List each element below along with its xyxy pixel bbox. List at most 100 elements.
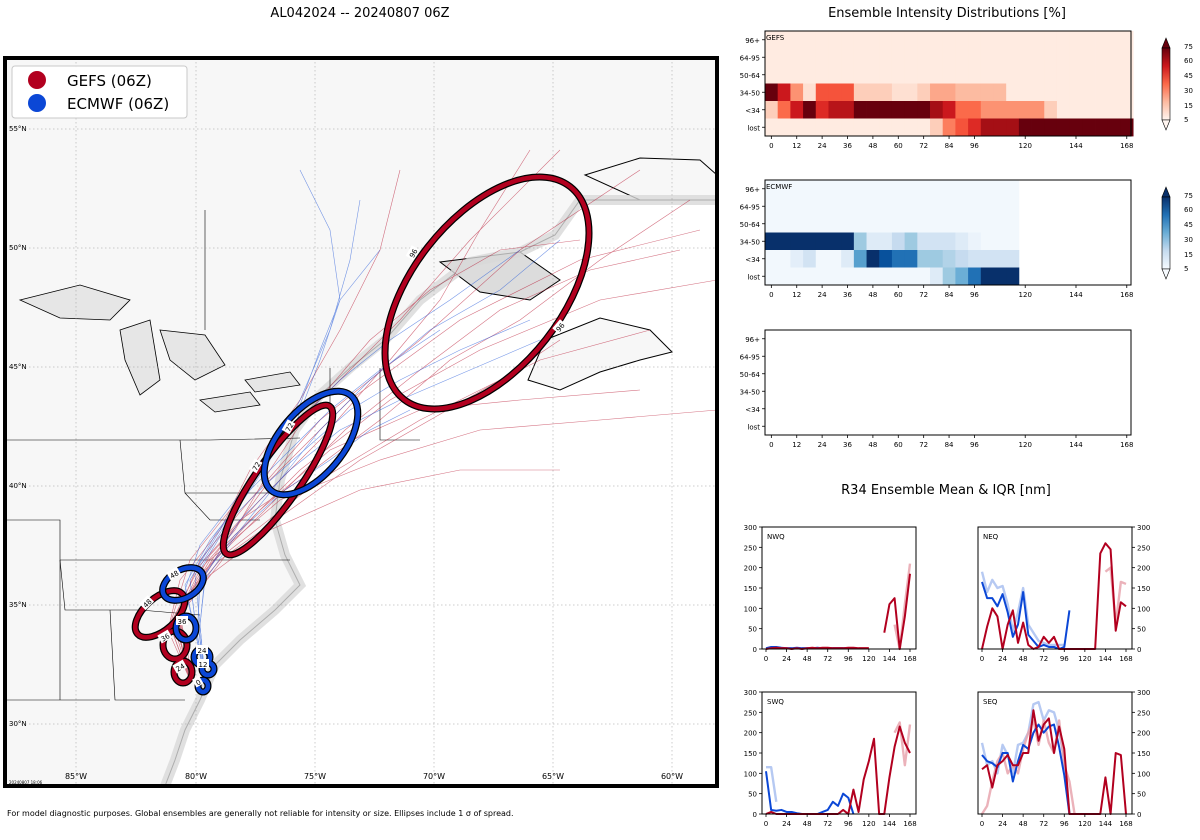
heatmap-x-label: 0 [769,291,773,299]
heatmap-cell [790,101,804,119]
r34-panel-nwq: NWQ 300 250 200 150 100 50 00 24 48 72 96 120 144 168 [744,524,917,663]
r34-series-line [893,721,912,767]
heatmap-x-label: 120 [1019,291,1032,299]
heatmap-cell [828,215,842,233]
heatmap-x-label: 120 [1019,441,1032,449]
heatmap-cell [1006,215,1020,233]
heatmap-cell [942,197,956,216]
heatmap-cell [790,180,804,198]
map-panel: 96 96 72 72 48 36 24 0 48 36 24 12 [5,58,717,786]
r34-y-label: 0 [1137,811,1141,819]
heatmap-cell [904,118,918,137]
heatmap-cell [815,232,829,251]
r34-x-label: 168 [903,655,916,663]
heatmap-cell [841,66,855,84]
cbar-tick: 60 [1184,57,1193,65]
r34-plot-area [762,692,916,814]
r34-quadrant-label: SWQ [767,698,784,706]
heatmap-cell [790,250,804,268]
heatmap-x-label: 96 [970,142,979,150]
heatmap-x-label: 72 [919,291,928,299]
r34-x-label: 72 [823,655,832,663]
heatmap-row-label: 50-64 [740,221,761,229]
heatmap-cell [803,83,817,102]
heatmap-cell [1031,101,1045,119]
heatmap-cell [904,250,918,268]
heatmap-cell [917,66,931,84]
heatmap-cell [1031,66,1045,84]
map-title: AL042024 -- 20240807 06Z [270,6,449,21]
lat-label: 35°N [9,601,27,609]
heatmap-cell [879,180,893,198]
heatmap-cell [993,197,1007,216]
heatmap-cell [866,101,880,119]
heatmap-cell [968,66,982,84]
heatmap-cell [815,197,829,216]
heatmap-cell [1044,101,1058,119]
heatmap-cell [765,232,779,251]
heatmap-cell [891,180,906,198]
heatmap-cell [803,232,817,251]
heatmap-x-label: 72 [919,441,928,449]
heatmap-cell [904,83,918,102]
heatmap-x-label: 12 [792,441,801,449]
heatmap-cell [1031,48,1045,67]
heatmap-row-label: <34 [745,406,760,414]
gefs-label: 24 [175,662,187,674]
r34-y-label: 50 [748,626,757,634]
heatmap-cell [1082,118,1096,137]
great-lakes [18,284,301,413]
heatmap-cell [1044,83,1058,102]
heatmap-x-label: 24 [818,291,827,299]
r34-y-label: 200 [1137,565,1150,573]
heatmap-cell [1056,118,1071,137]
heatmap-frame [764,329,1132,436]
lon-label: 65°W [542,772,564,781]
heatmap-cell [879,118,893,137]
r34-x-label: 96 [1060,820,1069,828]
heatmap-cell [1056,83,1071,102]
heatmap-cell [993,215,1007,233]
heatmap-cell [1006,118,1020,137]
heatmap-cell [955,66,969,84]
heatmap-cell [891,31,906,49]
borders [5,210,420,701]
heatmap-cell [930,232,944,251]
heatmap-cell [904,215,918,233]
heatmap-cell [866,31,880,49]
heatmap-cell [930,118,944,137]
r34-quadrant-label: NEQ [983,533,999,541]
cbar-tick: 45 [1184,72,1193,80]
heatmap-cell [841,31,855,49]
heatmap-cell [1107,101,1121,119]
gefs-ellipses-fill [133,174,592,686]
heatmap-cell [942,250,956,268]
heatmap-cell [866,66,880,84]
heatmap-cell [993,83,1007,102]
heatmap-cell [777,250,791,268]
heatmap-cell [815,118,829,137]
heatmap-cell [790,31,804,49]
heatmap-cell [968,31,982,49]
heatmap-cell [1031,31,1045,49]
heatmap-cell [980,101,994,119]
heatmap-cell [993,101,1007,119]
heatmap-cell [930,250,944,268]
r34-series-line [766,766,778,802]
r34-y-label: 200 [744,565,757,573]
heatmap-cell [891,267,906,286]
r34-x-label: 24 [782,655,791,663]
heatmap-x-label: 84 [945,441,954,449]
heatmap-cell [777,180,791,198]
heatmap-cell [930,180,944,198]
lon-label: 70°W [423,772,445,781]
heatmap-cell [930,101,944,119]
lat-label: 55°N [9,125,27,133]
heatmap-cell [955,31,969,49]
heatmap-cell [993,31,1007,49]
heatmap-cell [968,83,982,102]
heatmap-cell [828,83,842,102]
heatmap-x-label: 168 [1120,441,1133,449]
heatmap-row-label: 96+ [745,186,760,194]
